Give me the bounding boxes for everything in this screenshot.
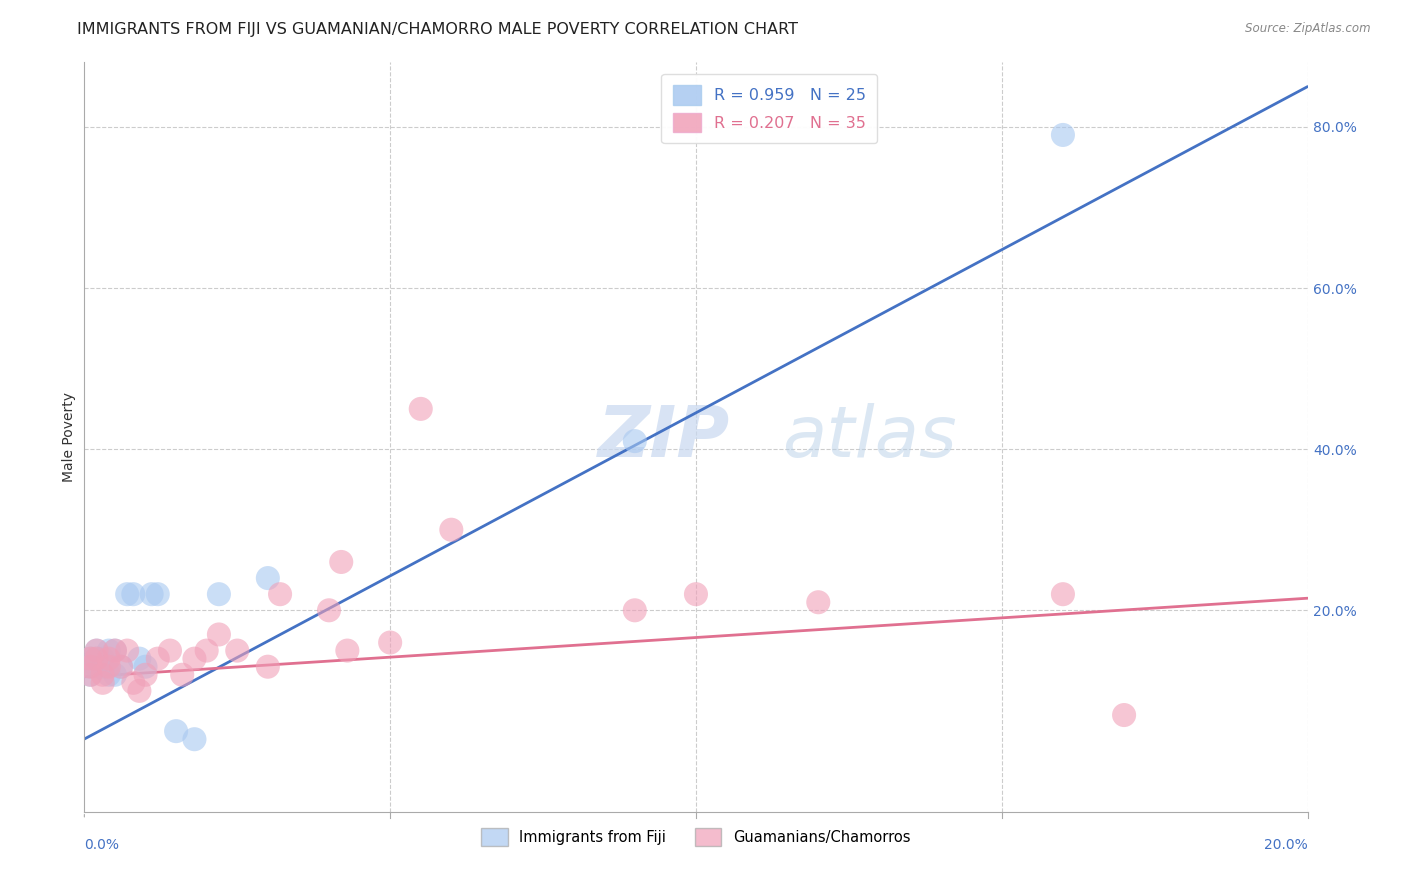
Point [141, 587, 163, 601]
Point [86, 643, 108, 657]
Point [1114, 708, 1136, 723]
Point [135, 659, 157, 673]
Point [135, 667, 157, 681]
Point [79, 667, 101, 681]
Text: 20.0%: 20.0% [1264, 838, 1308, 852]
Point [1052, 128, 1074, 142]
Point [440, 523, 463, 537]
Point [208, 627, 231, 641]
Point [269, 587, 291, 601]
Point [110, 659, 132, 673]
Point [86, 651, 108, 665]
Point [318, 603, 340, 617]
Point [1052, 587, 1074, 601]
Point [104, 643, 127, 657]
Point [409, 401, 432, 416]
Text: Source: ZipAtlas.com: Source: ZipAtlas.com [1246, 22, 1371, 36]
Point [91, 651, 114, 665]
Point [195, 643, 218, 657]
Point [104, 643, 127, 657]
Text: ZIP: ZIP [598, 402, 730, 472]
Point [97, 643, 120, 657]
Point [91, 659, 114, 673]
Point [257, 571, 280, 585]
Text: 0.0%: 0.0% [84, 838, 120, 852]
Point [79, 651, 101, 665]
Point [79, 667, 101, 681]
Point [79, 659, 101, 673]
Point [208, 587, 231, 601]
Point [122, 587, 145, 601]
Point [380, 635, 402, 649]
Point [91, 675, 114, 690]
Point [86, 651, 108, 665]
Point [807, 595, 830, 609]
Point [128, 651, 150, 665]
Text: IMMIGRANTS FROM FIJI VS GUAMANIAN/CHAMORRO MALE POVERTY CORRELATION CHART: IMMIGRANTS FROM FIJI VS GUAMANIAN/CHAMOR… [77, 22, 799, 37]
Point [97, 651, 120, 665]
Point [685, 587, 707, 601]
Point [104, 667, 127, 681]
Point [91, 667, 114, 681]
Point [624, 434, 647, 449]
Y-axis label: Male Poverty: Male Poverty [62, 392, 76, 482]
Point [336, 643, 359, 657]
Point [183, 732, 205, 747]
Point [110, 659, 132, 673]
Point [226, 643, 249, 657]
Point [86, 643, 108, 657]
Point [115, 587, 138, 601]
Point [115, 643, 138, 657]
Point [624, 603, 647, 617]
Point [172, 667, 194, 681]
Point [79, 659, 101, 673]
Point [257, 659, 280, 673]
Point [97, 667, 120, 681]
Point [183, 651, 205, 665]
Point [146, 587, 169, 601]
Point [122, 675, 145, 690]
Point [86, 659, 108, 673]
Point [97, 659, 120, 673]
Legend: Immigrants from Fiji, Guamanians/Chamorros: Immigrants from Fiji, Guamanians/Chamorr… [474, 821, 918, 853]
Point [79, 651, 101, 665]
Point [146, 651, 169, 665]
Text: atlas: atlas [782, 402, 956, 472]
Point [128, 684, 150, 698]
Point [165, 724, 187, 739]
Point [159, 643, 181, 657]
Point [330, 555, 353, 569]
